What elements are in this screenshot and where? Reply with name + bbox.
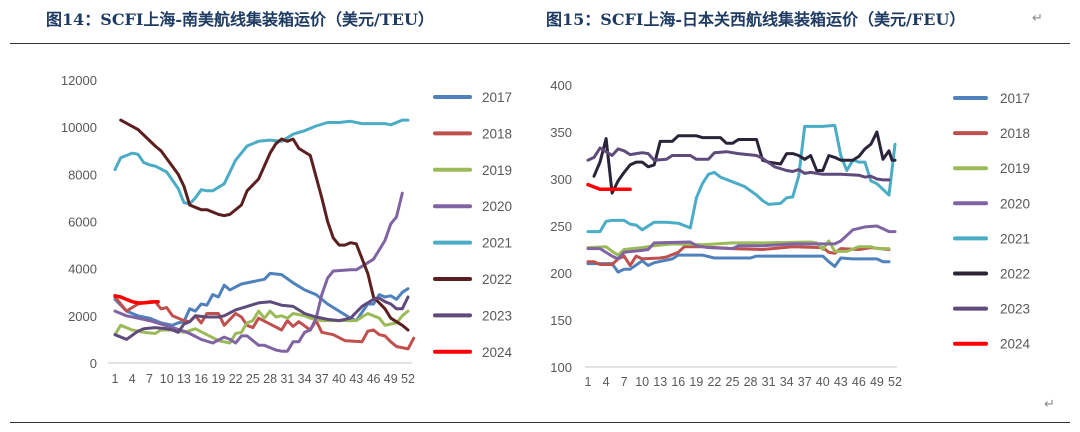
y-tick-label: 100 <box>550 360 572 375</box>
y-tick-label: 400 <box>550 78 572 93</box>
x-tick-label: 52 <box>888 375 902 389</box>
legend-label-2017: 2017 <box>1000 91 1030 106</box>
x-tick-label: 13 <box>653 375 667 389</box>
x-tick-label: 46 <box>852 375 866 389</box>
x-tick-label: 34 <box>298 372 312 386</box>
series-line-2018 <box>113 295 416 351</box>
y-tick-label: 0 <box>90 356 97 371</box>
y-tick-label: 250 <box>550 219 572 234</box>
return-mark: ↵ <box>1044 396 1055 411</box>
x-tick-label: 7 <box>146 372 153 386</box>
x-tick-label: 49 <box>384 372 398 386</box>
legend-label-2017: 2017 <box>482 90 512 105</box>
return-mark: ↵ <box>1032 10 1043 25</box>
legend-label-2021: 2021 <box>482 236 512 251</box>
y-tick-label: 4000 <box>68 262 97 277</box>
chart-title-left: 图14：SCFI上海-南美航线集装箱运价（美元/TEU） <box>46 10 434 29</box>
legend-label-2022: 2022 <box>1000 267 1030 282</box>
y-tick-label: 10000 <box>61 120 97 135</box>
x-tick-label: 49 <box>870 375 884 389</box>
x-tick-label: 46 <box>367 372 381 386</box>
x-tick-label: 10 <box>160 372 174 386</box>
series-line-2020 <box>113 191 404 353</box>
x-tick-label: 43 <box>834 375 848 389</box>
x-tick-label: 43 <box>349 372 363 386</box>
y-tick-label: 12000 <box>61 73 97 88</box>
series-line-2017 <box>113 271 410 327</box>
legend-label-2023: 2023 <box>482 308 512 323</box>
legend-label-2022: 2022 <box>482 272 512 287</box>
legend-label-2024: 2024 <box>482 345 513 360</box>
x-tick-label: 37 <box>798 375 812 389</box>
series-line-2019 <box>586 239 891 257</box>
x-tick-label: 25 <box>726 375 740 389</box>
y-tick-label: 300 <box>550 172 572 187</box>
series-line-2020 <box>586 224 897 261</box>
x-tick-label: 34 <box>780 375 794 389</box>
y-tick-label: 6000 <box>68 215 97 230</box>
bottom-divider <box>10 422 1070 423</box>
series-line-2017 <box>586 253 891 274</box>
x-tick-label: 10 <box>635 375 649 389</box>
x-tick-label: 19 <box>211 372 225 386</box>
x-tick-label: 4 <box>129 372 136 386</box>
series-line-2024 <box>113 294 160 305</box>
y-tick-label: 150 <box>550 313 572 328</box>
legend-label-2019: 2019 <box>482 163 512 178</box>
series-line-2023 <box>586 146 891 182</box>
y-tick-label: 200 <box>550 266 572 281</box>
y-tick-label: 2000 <box>68 309 97 324</box>
series-line-2021 <box>113 118 410 206</box>
series-line-2023 <box>113 295 410 341</box>
x-tick-label: 40 <box>816 375 830 389</box>
legend-label-2020: 2020 <box>482 199 512 214</box>
x-tick-label: 4 <box>603 375 610 389</box>
series-line-2021 <box>586 123 897 234</box>
x-tick-label: 16 <box>194 372 208 386</box>
x-tick-label: 7 <box>621 375 628 389</box>
x-tick-label: 40 <box>332 372 346 386</box>
legend-label-2018: 2018 <box>482 126 512 141</box>
x-tick-label: 22 <box>707 375 721 389</box>
legend-label-2023: 2023 <box>1000 302 1030 317</box>
series-line-2022 <box>592 130 897 195</box>
x-tick-label: 1 <box>585 375 592 389</box>
x-tick-label: 37 <box>315 372 329 386</box>
x-tick-label: 28 <box>744 375 758 389</box>
x-tick-label: 31 <box>762 375 776 389</box>
y-tick-label: 350 <box>550 125 572 140</box>
x-tick-label: 13 <box>177 372 191 386</box>
y-tick-label: 8000 <box>68 167 97 182</box>
x-tick-label: 19 <box>689 375 703 389</box>
legend-label-2018: 2018 <box>1000 126 1030 141</box>
legend-label-2020: 2020 <box>1000 196 1030 211</box>
legend-label-2019: 2019 <box>1000 161 1030 176</box>
series-line-2022 <box>119 118 410 332</box>
x-tick-label: 16 <box>671 375 685 389</box>
x-tick-label: 22 <box>229 372 243 386</box>
title-divider <box>10 43 1070 44</box>
legend-label-2024: 2024 <box>1000 337 1031 352</box>
chart-title-right: 图15：SCFI上海-日本关西航线集装箱运价（美元/FEU） <box>546 10 966 29</box>
x-tick-label: 28 <box>263 372 277 386</box>
series-line-2024 <box>586 182 632 192</box>
x-tick-label: 25 <box>246 372 260 386</box>
x-tick-label: 31 <box>280 372 294 386</box>
x-tick-label: 52 <box>401 372 415 386</box>
x-tick-label: 1 <box>112 372 119 386</box>
legend-label-2021: 2021 <box>1000 231 1030 246</box>
